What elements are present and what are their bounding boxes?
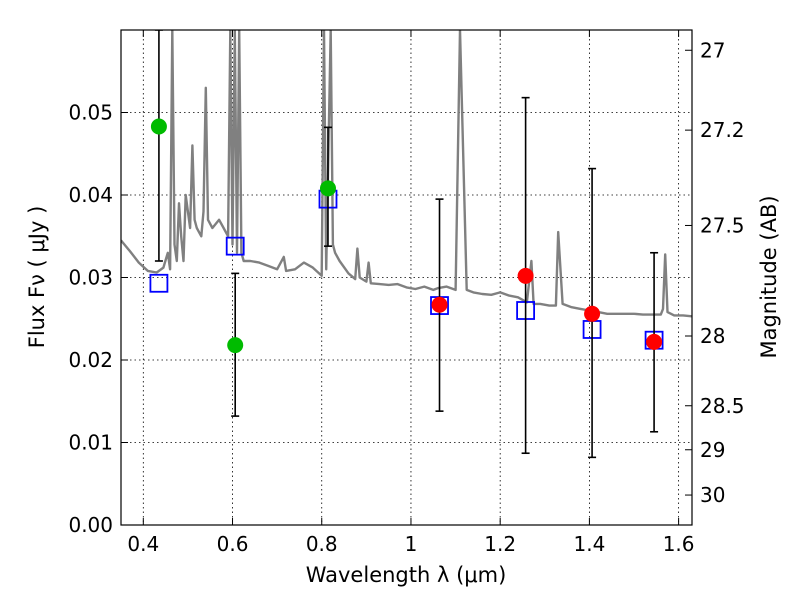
- y-axis-label: Flux Fν ( μJy ): [25, 206, 49, 349]
- data-point: [227, 337, 244, 354]
- x-tick-label: 0.4: [127, 532, 159, 556]
- y2-tick-label: 27: [700, 38, 725, 62]
- x-tick-label: 1.6: [663, 532, 695, 556]
- x-tick-label: 1.4: [573, 532, 605, 556]
- x-tick-label: 0.8: [306, 532, 338, 556]
- data-point: [150, 118, 167, 135]
- y2-tick-label: 28.5: [700, 394, 745, 418]
- x-tick-label: 0.6: [217, 532, 249, 556]
- x-tick-label: 1.2: [484, 532, 516, 556]
- y2-axis-label: Magnitude (AB): [757, 195, 781, 358]
- y2-tick-label: 30: [700, 483, 725, 507]
- plot-layer: [121, 30, 692, 459]
- x-tick-label: 1: [405, 532, 418, 556]
- y-tick-label: 0.02: [68, 348, 113, 372]
- y-tick-label: 0.04: [68, 183, 113, 207]
- y-tick-label: 0.05: [68, 101, 113, 125]
- y-tick-label: 0.03: [68, 266, 113, 290]
- data-point: [584, 305, 601, 322]
- data-point: [319, 180, 336, 197]
- y2-tick-label: 28: [700, 324, 725, 348]
- spectrum-line: [121, 30, 692, 318]
- y2-tick-label: 27.5: [700, 213, 745, 237]
- data-point: [431, 296, 448, 313]
- y2-tick-label: 29: [700, 438, 725, 462]
- data-point: [646, 333, 663, 350]
- axes: 0.4 0.6 0.8 1 1.2 1.4 1.6 0.00 0.01 0.02 0.03 0.04 0…: [68, 30, 745, 556]
- y2-tick-label: 27.2: [700, 118, 745, 142]
- model-square-marker: [149, 273, 169, 293]
- y-tick-label: 0.00: [68, 513, 113, 537]
- x-axis-label: Wavelength λ (μm): [306, 563, 507, 587]
- y-tick-label: 0.01: [68, 431, 113, 455]
- model-square-marker: [225, 236, 245, 256]
- data-point: [517, 267, 534, 284]
